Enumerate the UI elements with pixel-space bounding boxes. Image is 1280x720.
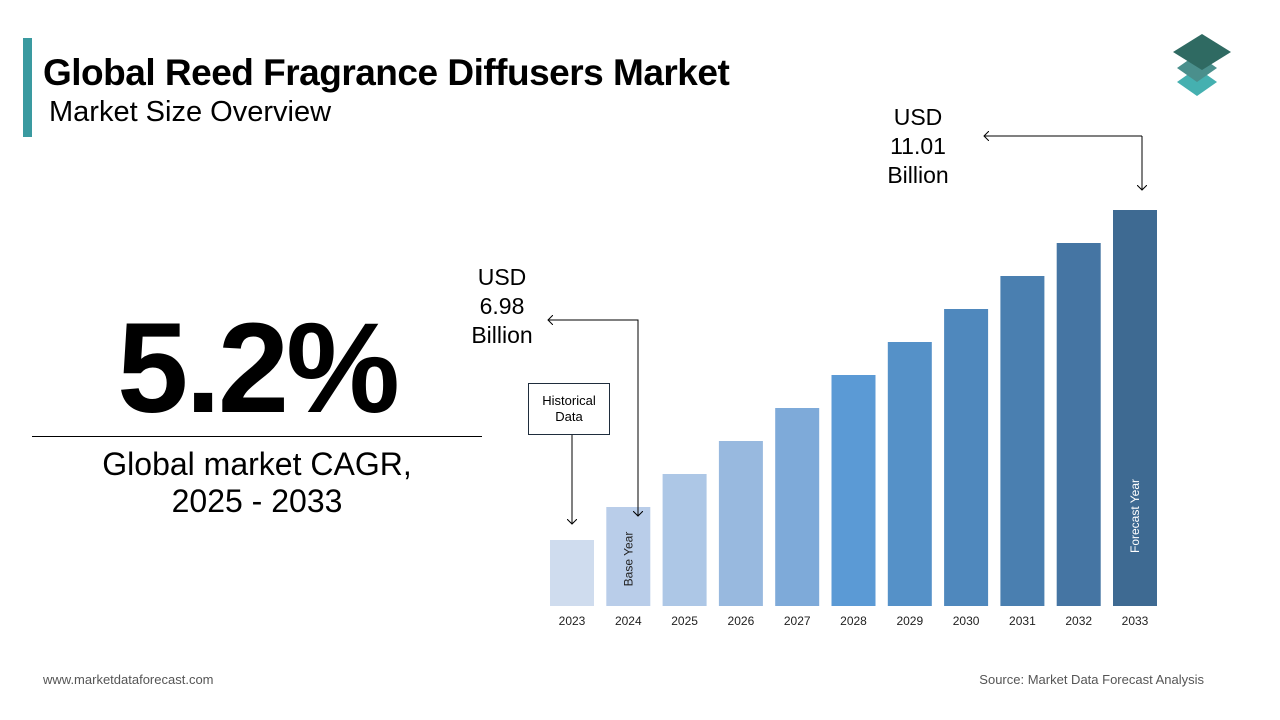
bar-2030 bbox=[944, 309, 989, 606]
historical-text: Historical bbox=[542, 393, 596, 408]
page-subtitle: Market Size Overview bbox=[49, 96, 332, 128]
source-note: Source: Market Data Forecast Analysis bbox=[979, 672, 1204, 687]
base-year-value-callout: USD 6.98 Billion bbox=[462, 263, 542, 350]
bar-2032 bbox=[1056, 243, 1101, 606]
cagr-label-line1: Global market CAGR, bbox=[102, 446, 412, 482]
callout-text: 11.01 bbox=[890, 133, 946, 159]
bar-2028 bbox=[831, 375, 876, 606]
forecast-year-label: Forecast Year bbox=[1128, 479, 1142, 553]
callout-text: USD bbox=[893, 104, 943, 130]
x-tick-label: 2031 bbox=[1009, 614, 1036, 628]
website-link[interactable]: www.marketdataforecast.com bbox=[43, 672, 214, 687]
bar-2025 bbox=[662, 474, 707, 606]
bar-2026 bbox=[718, 441, 763, 606]
forecast-value-callout: USD 11.01 Billion bbox=[878, 103, 958, 190]
base-year-arrow bbox=[548, 320, 639, 507]
x-tick-label: 2033 bbox=[1122, 614, 1149, 628]
callout-text: USD bbox=[477, 264, 527, 290]
x-tick-label: 2026 bbox=[728, 614, 755, 628]
x-tick-label: 2024 bbox=[615, 614, 642, 628]
bar-2023 bbox=[550, 540, 594, 606]
divider bbox=[32, 436, 482, 437]
base-year-label: Base Year bbox=[621, 532, 635, 587]
page-title: Global Reed Fragrance Diffusers Market bbox=[43, 52, 730, 93]
callout-text: 6.98 bbox=[479, 293, 525, 319]
x-tick-label: 2030 bbox=[953, 614, 980, 628]
x-tick-label: 2027 bbox=[784, 614, 811, 628]
bar-2029 bbox=[887, 342, 932, 606]
bar-2031 bbox=[1000, 276, 1045, 606]
historical-text: Data bbox=[555, 409, 583, 424]
bar-2027 bbox=[775, 408, 820, 606]
x-tick-label: 2023 bbox=[559, 614, 586, 628]
x-tick-label: 2025 bbox=[671, 614, 698, 628]
callout-text: Billion bbox=[887, 162, 949, 188]
bar-2033 bbox=[1113, 210, 1157, 606]
stacked-layers-icon bbox=[1173, 34, 1231, 96]
x-tick-label: 2032 bbox=[1065, 614, 1092, 628]
x-tick-label: 2029 bbox=[896, 614, 923, 628]
callout-text: Billion bbox=[471, 322, 533, 348]
historical-data-box: Historical Data bbox=[528, 383, 610, 435]
cagr-value: 5.2% bbox=[117, 297, 400, 440]
cagr-label-line2: 2025 - 2033 bbox=[171, 483, 343, 519]
x-tick-label: 2028 bbox=[840, 614, 867, 628]
cagr-label: Global market CAGR, 2025 - 2033 bbox=[32, 446, 482, 520]
bar-2024 bbox=[606, 507, 651, 606]
title-accent-bar bbox=[23, 38, 32, 137]
